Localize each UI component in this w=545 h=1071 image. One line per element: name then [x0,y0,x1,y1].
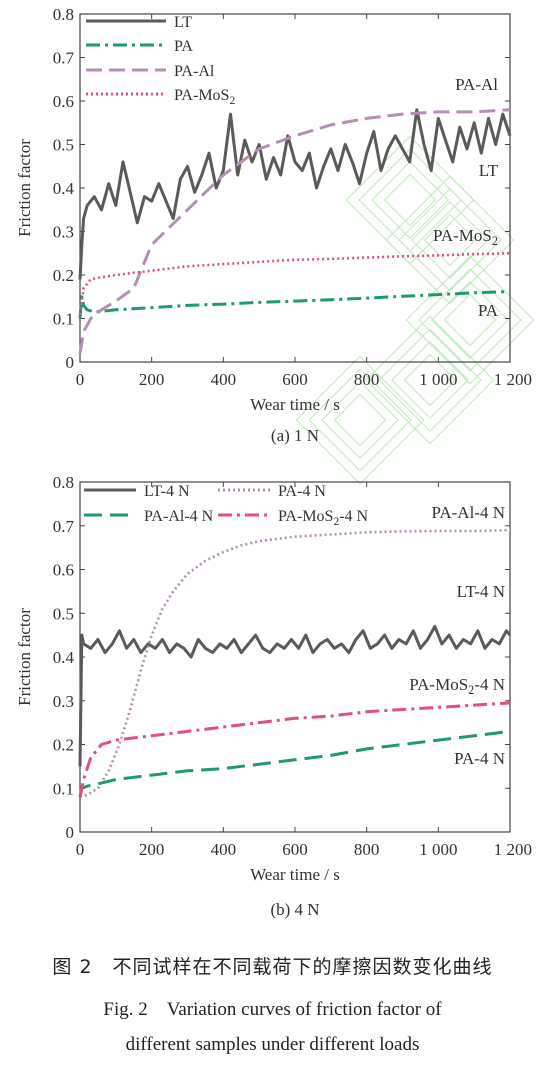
watermark-square [405,255,535,385]
y-tick-label: 0.3 [53,692,74,711]
watermark-graphic [295,135,535,485]
y-tick-label: 0.2 [53,266,74,285]
y-tick-label: 0.1 [53,310,74,329]
watermark-square [358,148,462,252]
watermark-square [390,340,470,420]
y-tick-label: 0.7 [53,517,75,536]
x-tick-label: 200 [139,370,165,389]
legend-entry-label: LT [174,14,192,31]
series-line-pa-mos2 [78,252,511,315]
x-tick-label: 0 [76,370,85,389]
x-tick-label: 400 [211,370,237,389]
y-tick-label: 0.6 [53,561,74,580]
curve-label: LT [479,161,499,180]
series-line-lt [78,108,512,280]
x-axis-label: Wear time / s [250,395,340,414]
curve-label: LT-4 N [457,582,505,601]
x-tick-label: 600 [282,840,308,859]
watermark-square [443,293,497,347]
y-tick-label: 0.8 [53,5,74,24]
x-tick-label: 0 [76,840,85,859]
curve-label: PA-Al-4 N [431,503,505,522]
y-axis-label: Friction factor [15,139,34,237]
y-tick-label: 0.7 [53,49,75,68]
panel-caption: (b) 4 N [270,900,319,919]
curve-label: PA-MoS2 [433,226,498,248]
y-axis-label: Friction factor [15,608,34,706]
curve-label: PA-4 N [454,749,505,768]
x-tick-label: 200 [139,840,165,859]
x-tick-label: 1 200 [494,840,532,859]
y-tick-label: 0.3 [53,223,74,242]
y-tick-label: 0.2 [53,736,74,755]
curve-label: PA-MoS2-4 N [409,675,505,697]
y-tick-label: 0.6 [53,92,74,111]
curve-label: PA [478,301,499,320]
watermark-square [333,393,387,447]
watermark-square [430,280,510,360]
legend-entry-label: PA-MoS2 [174,87,235,107]
y-tick-label: 0.8 [53,473,74,492]
watermark-square [383,173,437,227]
legend-entry-label: PA-4 N [278,483,326,500]
x-tick-label: 800 [354,840,380,859]
watermark-square [398,188,502,292]
series-line-pa-4-n [78,729,511,798]
panel-caption: (a) 1 N [271,426,319,445]
watermark-square [423,213,477,267]
legend-entry-label: PA-Al [174,63,215,80]
legend-entry-label: LT-4 N [144,483,190,500]
series-line-pa-mos2-4-n [78,701,511,798]
y-tick-label: 0.4 [53,648,75,667]
chart-panel-a: 0 0.1 0.2 0.3 0.4 0.5 0.6 0.7 0.8 0 200 400 600 800 1 … [15,5,532,445]
watermark-square [308,368,412,472]
watermark-square [385,175,515,305]
chart-panel-b: 0 0.1 0.2 0.3 0.4 0.5 0.6 0.7 0.8 0 200 400 600 800 1 … [15,473,532,919]
y-tick-label: 0.5 [53,136,74,155]
x-tick-label: 1 000 [419,840,457,859]
watermark-square [345,135,475,265]
x-tick-label: 1 000 [419,370,457,389]
watermark-square [410,200,490,280]
x-tick-label: 800 [354,370,380,389]
y-tick-label: 0.5 [53,604,74,623]
x-tick-label: 400 [211,840,237,859]
legend-entry-label: PA-MoS2-4 N [278,508,369,528]
curve-label: PA-Al [455,75,498,94]
plot-frame [79,13,511,363]
series-line-pa [78,290,511,319]
figure-caption-english-line2: different samples under different loads [125,1034,420,1055]
y-tick-label: 0 [66,353,75,372]
watermark-square [320,380,400,460]
watermark-square [403,353,457,407]
watermark-square [370,160,450,240]
watermark-square [378,328,482,432]
watermark-square [365,315,495,445]
figure-caption-english-line1: Fig. 2 Variation curves of friction fact… [103,999,442,1020]
series-line-pa-al-4-n [79,528,511,799]
x-tick-label: 1 200 [494,370,532,389]
y-tick-label: 0 [66,823,75,842]
series-line-lt-4-n [78,624,512,767]
x-axis-label: Wear time / s [250,865,340,884]
watermark-square [418,268,522,372]
legend-entry-label: PA-Al-4 N [144,508,214,525]
watermark-square [295,355,425,485]
y-tick-label: 0.4 [53,179,75,198]
y-tick-label: 0.1 [53,779,74,798]
series-line-pa-al [78,108,511,354]
figure-caption-chinese: 图 2 不同试样在不同载荷下的摩擦因数变化曲线 [52,956,493,978]
x-tick-label: 600 [282,370,308,389]
legend-entry-label: PA [174,38,193,55]
